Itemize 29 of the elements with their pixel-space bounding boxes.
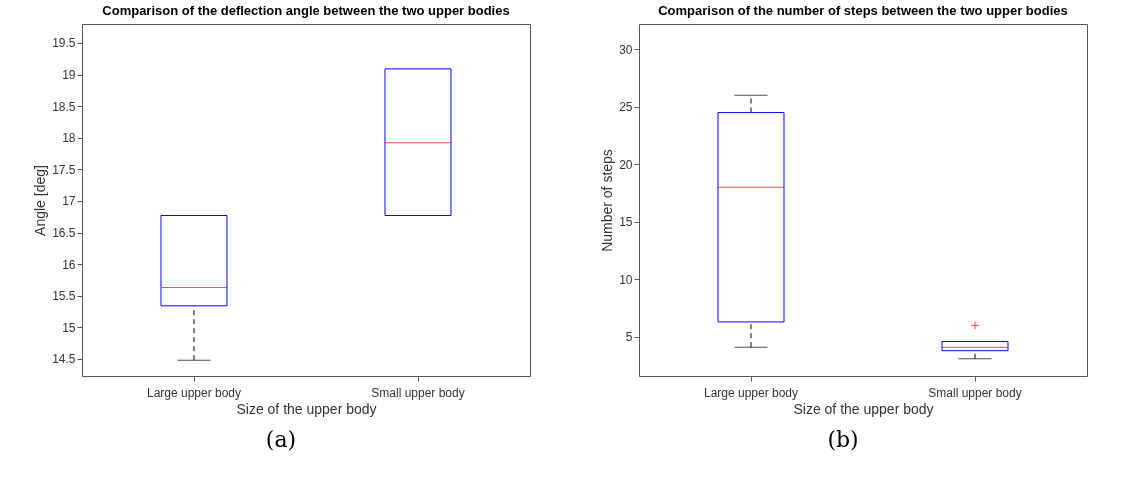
x-tick-label: Large upper body (703, 385, 798, 400)
y-tick-label: 25 (618, 100, 633, 115)
y-tick-label: 30 (618, 42, 633, 57)
x-tick-label: Small upper body (927, 385, 1022, 400)
y-tick-label: 15.5 (51, 289, 76, 304)
y-tick-label: 17 (61, 194, 76, 209)
x-axis-title: Size of the upper body (792, 400, 934, 417)
y-tick-label: 19.5 (51, 36, 76, 51)
y-tick-label: 16.5 (51, 226, 76, 241)
chart-title: Comparison of the deflection angle between the two upper bodies (101, 3, 510, 18)
y-tick-label: 18 (61, 131, 76, 146)
y-tick-label: 15 (618, 215, 633, 230)
y-tick-label: 20 (618, 157, 633, 172)
y-tick-label: 19 (61, 68, 76, 83)
y-tick-label: 18.5 (51, 99, 76, 114)
x-tick-label: Large upper body (146, 385, 241, 400)
x-axis-title: Size of the upper body (235, 400, 377, 417)
y-tick-label: 14.5 (51, 352, 76, 367)
x-tick-label: Small upper body (370, 385, 465, 400)
y-tick-label: 17.5 (51, 162, 76, 177)
y-tick-label: 15 (61, 320, 76, 335)
text: (b) (827, 427, 859, 452)
y-axis-title: Number of steps (598, 149, 615, 252)
y-axis-title: Angle [deg] (31, 165, 48, 236)
text: (a) (265, 427, 297, 452)
y-tick-label: 5 (625, 330, 633, 345)
y-tick-label: 10 (618, 272, 633, 287)
chart-title: Comparison of the number of steps between the two upper bodies (657, 3, 1068, 18)
y-tick-label: 16 (61, 257, 76, 272)
